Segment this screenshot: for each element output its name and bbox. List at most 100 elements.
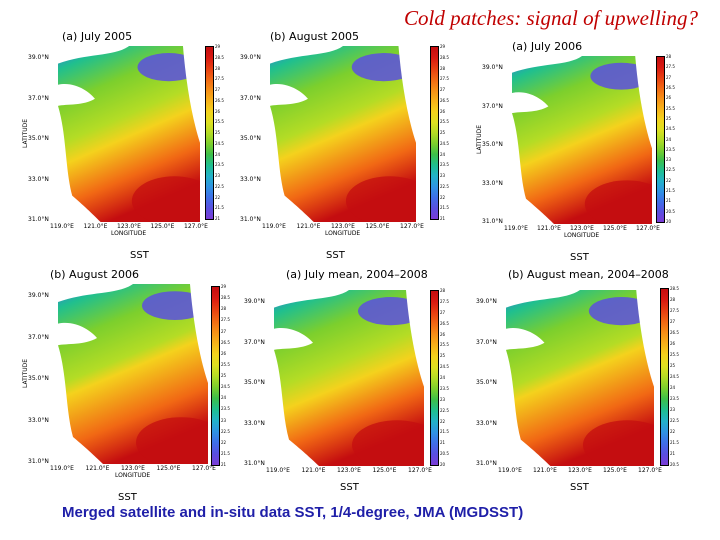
- colorbar-tick-label: 23: [440, 396, 446, 402]
- longitude-tick-label: 125.0°E: [150, 223, 175, 230]
- sst-label: SST: [570, 252, 589, 263]
- sst-map: [270, 46, 416, 222]
- latitude-tick-label: 35.0°N: [476, 379, 497, 386]
- latitude-tick-label: 31.0°N: [244, 460, 265, 467]
- china-coast: [58, 105, 101, 222]
- colorbar: [430, 46, 439, 220]
- latitude-tick-label: 35.0°N: [28, 135, 49, 142]
- colorbar-tick-label: 27.5: [215, 76, 224, 82]
- panel-august-2005: (b) August 2005 29 28.5 28 27.5 27 26.5 26 25.5…: [220, 30, 460, 270]
- colorbar: [656, 56, 665, 223]
- latitude-tick-label: 33.0°N: [482, 179, 503, 187]
- longitude-tick-label: 127.0°E: [638, 467, 662, 474]
- longitude-axis-name: LONGITUDE: [325, 230, 361, 237]
- colorbar-tick-label: 22: [670, 429, 676, 434]
- colorbar-tick-label: 28: [666, 54, 672, 59]
- colorbar-tick-label: 24: [221, 395, 227, 401]
- colorbar-tick-label: 20: [666, 219, 672, 224]
- longitude-axis-name: LONGITUDE: [115, 472, 151, 479]
- colorbar-tick-label: 23.5: [666, 146, 675, 152]
- korea-coast: [406, 290, 424, 387]
- panel-title: (b) August 2006: [50, 268, 140, 281]
- colorbar-tick-label: 25: [670, 363, 676, 368]
- latitude-tick-label: 35.0°N: [482, 141, 503, 148]
- colorbar-tick-label: 23: [440, 173, 446, 178]
- colorbar-tick-label: 26.5: [440, 97, 449, 103]
- panel-title: (a) July 2006: [512, 40, 583, 53]
- colorbar-tick-label: 21.5: [215, 205, 224, 211]
- colorbar-tick-label: 25.5: [221, 361, 230, 367]
- colorbar-tick-label: 25: [215, 130, 221, 135]
- colorbar-tick-label: 27: [221, 328, 227, 334]
- colorbar-tick-label: 21.5: [440, 429, 449, 435]
- colorbar-tick-label: 21.5: [440, 205, 449, 211]
- latitude-tick-label: 37.0°N: [244, 338, 265, 346]
- colorbar-tick-label: 27.5: [670, 308, 679, 313]
- shandong-peninsula: [506, 328, 545, 350]
- longitude-tick-label: 123.0°E: [117, 223, 141, 230]
- colorbar-tick-label: 24: [670, 385, 676, 390]
- longitude-tick-label: 123.0°E: [570, 225, 594, 232]
- longitude-tick-label: 119.0°E: [50, 223, 74, 230]
- colorbar-tick-label: 25.5: [666, 105, 675, 111]
- sst-label: SST: [326, 250, 345, 261]
- longitude-tick-label: 125.0°E: [603, 225, 627, 232]
- colorbar-tick-label: 24.5: [670, 374, 679, 379]
- warm-patch: [131, 176, 200, 222]
- warm-patch: [136, 417, 208, 464]
- sst-label: SST: [340, 482, 359, 493]
- colorbar-tick-label: 22.5: [666, 167, 675, 173]
- colorbar-tick-label: 28: [221, 306, 227, 312]
- colorbar-tick-label: 26: [670, 341, 676, 346]
- colorbar-tick-label: 23: [215, 173, 221, 178]
- longitude-tick-label: 125.0°E: [156, 465, 181, 472]
- latitude-tick-label: 37.0°N: [482, 102, 503, 110]
- colorbar-tick-label: 22: [666, 177, 672, 183]
- colorbar-tick-label: 20.5: [666, 208, 675, 214]
- colorbar-tick-label: 26: [440, 108, 446, 114]
- colorbar-tick-label: 21: [670, 451, 676, 456]
- sst-map: [506, 290, 654, 466]
- colorbar-tick-label: 23: [670, 407, 676, 412]
- latitude-tick-label: 39.0°N: [476, 298, 497, 305]
- longitude-tick-label: 127.0°E: [184, 223, 208, 230]
- colorbar-tick-label: 20: [440, 462, 446, 467]
- latitude-tick-label: 39.0°N: [240, 54, 261, 61]
- shandong-peninsula: [274, 328, 313, 350]
- latitude-tick-label: 33.0°N: [244, 419, 265, 427]
- china-coast: [274, 349, 319, 466]
- colorbar-tick-label: 22.5: [221, 428, 230, 434]
- colorbar-tick-label: 21.5: [666, 188, 675, 194]
- colorbar-tick-label: 26.5: [440, 320, 449, 326]
- korea-coast: [182, 46, 200, 143]
- shandong-peninsula: [58, 322, 97, 346]
- colorbar-tick-label: 24: [440, 151, 446, 157]
- colorbar-tick-label: 25.5: [440, 342, 449, 348]
- colorbar-tick-label: 23.5: [440, 385, 449, 391]
- longitude-tick-label: 119.0°E: [262, 223, 286, 230]
- latitude-tick-label: 33.0°N: [28, 175, 49, 183]
- sst-map: [512, 56, 652, 224]
- colorbar-tick-label: 22.5: [440, 407, 449, 413]
- longitude-tick-label: 125.0°E: [372, 467, 397, 474]
- longitude-tick-label: 121.0°E: [83, 223, 108, 230]
- colorbar-tick-label: 28.5: [215, 54, 224, 60]
- longitude-axis-name: LONGITUDE: [111, 230, 147, 237]
- colorbar-tick-label: 25: [440, 353, 446, 359]
- latitude-tick-label: 35.0°N: [240, 135, 261, 142]
- latitude-tick-label: 31.0°N: [28, 216, 49, 223]
- colorbar-tick-label: 25.5: [215, 119, 224, 125]
- longitude-tick-label: 121.0°E: [533, 467, 557, 474]
- panel-title: (b) August 2005: [270, 30, 360, 43]
- colorbar-tick-label: 24: [215, 151, 221, 157]
- longitude-tick-label: 127.0°E: [636, 225, 660, 232]
- sst-field: [58, 46, 200, 222]
- sst-field: [506, 290, 654, 466]
- longitude-tick-label: 127.0°E: [408, 467, 432, 474]
- colorbar-tick-label: 21: [440, 216, 446, 221]
- colorbar-tick-label: 27.5: [440, 76, 449, 82]
- shandong-peninsula: [512, 92, 549, 114]
- sst-field: [270, 46, 416, 222]
- colorbar-tick-label: 24.5: [440, 364, 449, 370]
- longitude-tick-label: 123.0°E: [331, 223, 355, 230]
